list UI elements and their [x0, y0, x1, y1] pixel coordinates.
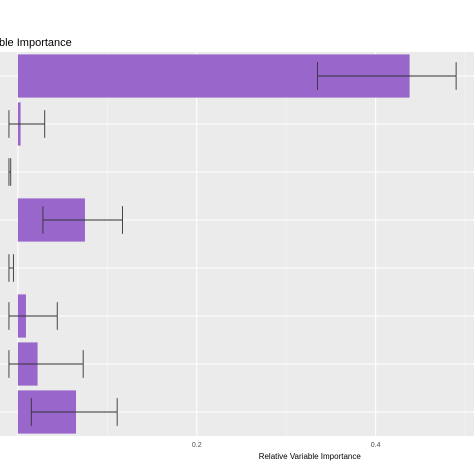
chart-title: ble Importance — [0, 37, 72, 49]
x-axis-ticks: 0.2 0.4 — [192, 442, 381, 449]
plot-panel — [0, 52, 474, 436]
x-axis-title: Relative Variable Importance — [259, 452, 362, 461]
x-tick-label: 0.4 — [371, 442, 381, 449]
x-tick-label: 0.2 — [192, 442, 202, 449]
error-bars — [8, 62, 457, 426]
